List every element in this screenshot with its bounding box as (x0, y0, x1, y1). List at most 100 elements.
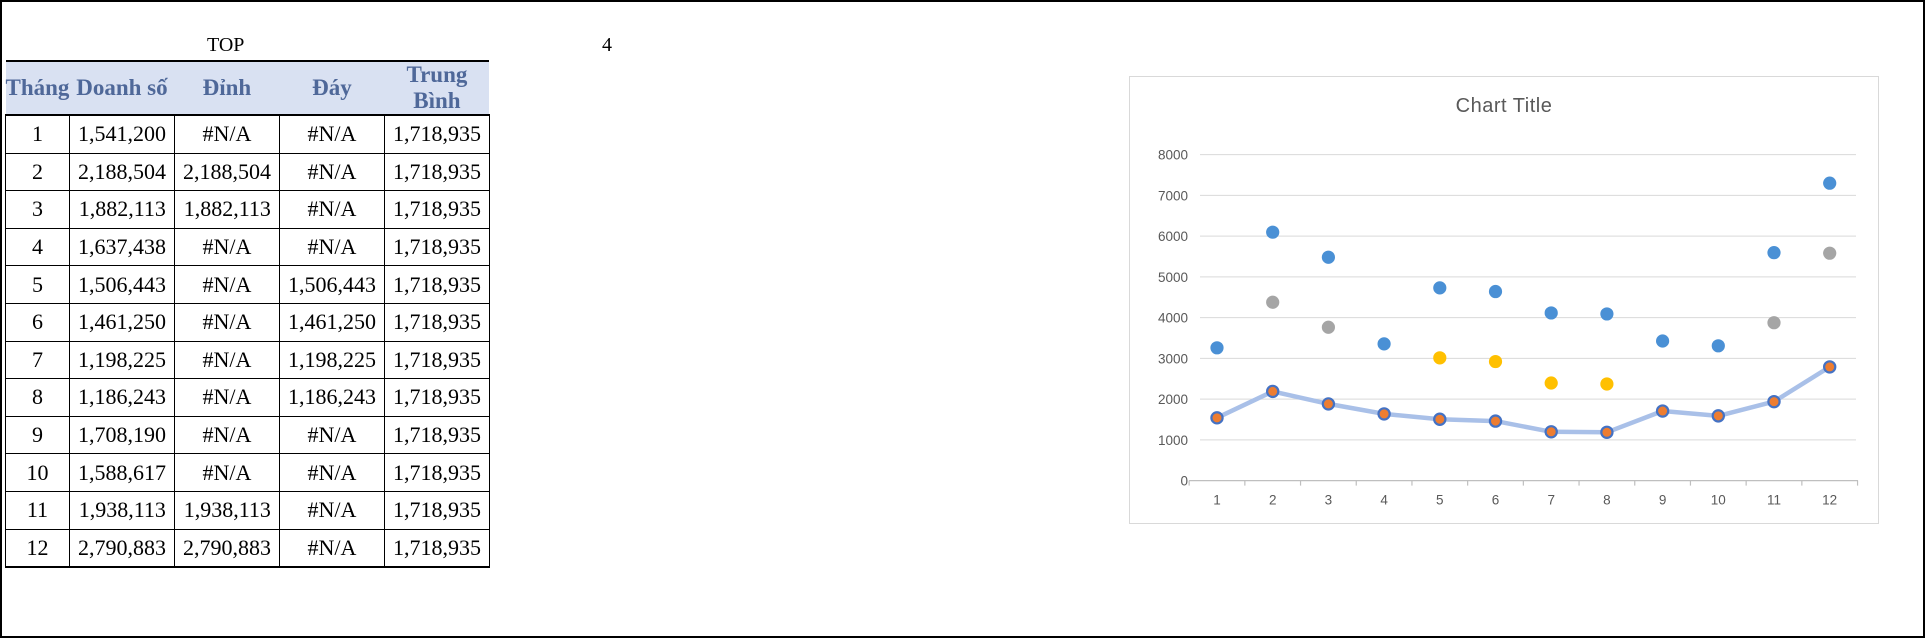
table-cell[interactable]: 11 (5, 490, 70, 530)
series-trung-b-nh-stacked-total- (1210, 176, 1837, 355)
table-cell[interactable]: 10 (5, 453, 70, 492)
series-doanh-so-line (1214, 364, 1832, 435)
table-cell[interactable]: 1,198,225 (68, 340, 175, 380)
table-cell[interactable]: #N/A (278, 490, 385, 530)
table-cell[interactable]: #N/A (278, 227, 385, 267)
table-cell[interactable]: 1,186,243 (68, 378, 175, 417)
header-doanh-so[interactable]: Doanh số (69, 60, 175, 116)
table-cell[interactable]: 6 (5, 302, 70, 342)
svg-text:6: 6 (1492, 493, 1500, 508)
table-cell[interactable]: 1,718,935 (383, 190, 490, 229)
table-cell[interactable]: 1,938,113 (68, 490, 175, 530)
table-cell[interactable]: #N/A (173, 265, 280, 304)
chart[interactable]: Chart Title 0 1000 2000 3000 4000 5000 6000 700… (1129, 76, 1879, 524)
table-row: 2 2,188,504 2,188,504 #N/A 1,718,935 (5, 152, 490, 192)
table-cell[interactable]: #N/A (278, 528, 385, 569)
table-cell[interactable]: #N/A (278, 152, 385, 192)
table-cell[interactable]: 1,198,225 (278, 340, 385, 380)
table-cell[interactable]: 1,882,113 (68, 190, 175, 229)
svg-text:1000: 1000 (1158, 433, 1188, 448)
svg-text:1: 1 (1213, 493, 1221, 508)
svg-text:5000: 5000 (1158, 270, 1188, 285)
svg-text:9: 9 (1659, 493, 1667, 508)
table-cell[interactable]: 4 (5, 227, 70, 267)
table-cell[interactable]: #N/A (173, 453, 280, 492)
table-cell[interactable]: #N/A (278, 190, 385, 229)
top-label[interactable]: TOP (207, 34, 245, 56)
table-cell[interactable]: #N/A (173, 114, 280, 154)
table-cell[interactable]: 8 (5, 378, 70, 417)
table-cell[interactable]: 1,718,935 (383, 378, 490, 417)
header-trung-binh[interactable]: Trung Bình (384, 60, 490, 116)
header-thang[interactable]: Tháng (5, 60, 70, 116)
table-cell[interactable]: #N/A (278, 114, 385, 154)
svg-text:8: 8 (1603, 493, 1611, 508)
table-cell[interactable]: 1,541,200 (68, 114, 175, 154)
table-cell[interactable]: 1,938,113 (173, 490, 280, 530)
svg-text:2: 2 (1269, 493, 1277, 508)
svg-text:6000: 6000 (1158, 229, 1188, 244)
series--nh-stacked- (1266, 246, 1837, 334)
svg-text:0: 0 (1180, 474, 1188, 489)
table-cell[interactable]: 1,506,443 (278, 265, 385, 304)
table-cell[interactable]: 1,506,443 (68, 265, 175, 304)
table-cell[interactable]: 1,718,935 (383, 227, 490, 267)
table-cell[interactable]: 12 (5, 528, 70, 569)
table-row: 4 1,637,438 #N/A #N/A 1,718,935 (5, 227, 490, 267)
table-row: 11 1,938,113 1,938,113 #N/A 1,718,935 (5, 490, 490, 530)
x-axis: 1 2 3 4 5 6 7 8 9 10 11 12 (1188, 480, 1859, 508)
header-day[interactable]: Đáy (279, 60, 385, 116)
table-cell[interactable]: 1,718,935 (383, 265, 490, 304)
table-cell[interactable]: 1,882,113 (173, 190, 280, 229)
table-cell[interactable]: 1,718,935 (383, 340, 490, 380)
svg-text:12: 12 (1822, 493, 1837, 508)
table-cell[interactable]: 3 (5, 190, 70, 229)
table-cell[interactable]: 7 (5, 340, 70, 380)
table-row: 5 1,506,443 #N/A 1,506,443 1,718,935 (5, 265, 490, 304)
svg-text:5: 5 (1436, 493, 1444, 508)
table-cell[interactable]: 1,718,935 (383, 453, 490, 492)
svg-text:2000: 2000 (1158, 392, 1188, 407)
chart-title: Chart Title (1455, 95, 1553, 117)
table-cell[interactable]: #N/A (173, 378, 280, 417)
table-cell[interactable]: 1 (5, 114, 70, 154)
table-cell[interactable]: 1,718,935 (383, 114, 490, 154)
table-row: 3 1,882,113 1,882,113 #N/A 1,718,935 (5, 190, 490, 229)
table-cell[interactable]: #N/A (278, 415, 385, 455)
table-cell[interactable]: #N/A (173, 227, 280, 267)
svg-text:7: 7 (1547, 493, 1555, 508)
top-n-value[interactable]: 4 (602, 34, 612, 56)
table-row: 12 2,790,883 2,790,883 #N/A 1,718,935 (5, 528, 490, 569)
table-cell[interactable]: 1,461,250 (278, 302, 385, 342)
table-cell[interactable]: 1,588,617 (68, 453, 175, 492)
sales-table: Tháng Doanh số Đỉnh Đáy Trung Bình 1 1,54… (5, 60, 490, 569)
table-header-row: Tháng Doanh số Đỉnh Đáy Trung Bình (5, 60, 490, 116)
table-cell[interactable]: 2,188,504 (68, 152, 175, 192)
svg-text:8000: 8000 (1158, 148, 1188, 163)
table-cell[interactable]: #N/A (278, 453, 385, 492)
header-dinh[interactable]: Đỉnh (174, 60, 280, 116)
table-cell[interactable]: 1,708,190 (68, 415, 175, 455)
table-cell[interactable]: 1,718,935 (383, 528, 490, 569)
table-cell[interactable]: 5 (5, 265, 70, 304)
table-cell[interactable]: 2 (5, 152, 70, 192)
table-cell[interactable]: 1,637,438 (68, 227, 175, 267)
table-cell[interactable]: #N/A (173, 340, 280, 380)
table-cell[interactable]: 2,790,883 (68, 528, 175, 569)
table-cell[interactable]: 1,186,243 (278, 378, 385, 417)
table-row: 1 1,541,200 #N/A #N/A 1,718,935 (5, 114, 490, 154)
table-cell[interactable]: #N/A (173, 415, 280, 455)
table-cell[interactable]: 1,718,935 (383, 302, 490, 342)
svg-text:7000: 7000 (1158, 188, 1188, 203)
table-cell[interactable]: 2,188,504 (173, 152, 280, 192)
table-cell[interactable]: 1,718,935 (383, 415, 490, 455)
svg-text:3000: 3000 (1158, 351, 1188, 366)
table-cell[interactable]: 9 (5, 415, 70, 455)
table-cell[interactable]: 1,461,250 (68, 302, 175, 342)
table-cell[interactable]: 1,718,935 (383, 152, 490, 192)
table-cell[interactable]: 2,790,883 (173, 528, 280, 569)
svg-text:11: 11 (1767, 493, 1781, 508)
table-cell[interactable]: #N/A (173, 302, 280, 342)
table-cell[interactable]: 1,718,935 (383, 490, 490, 530)
